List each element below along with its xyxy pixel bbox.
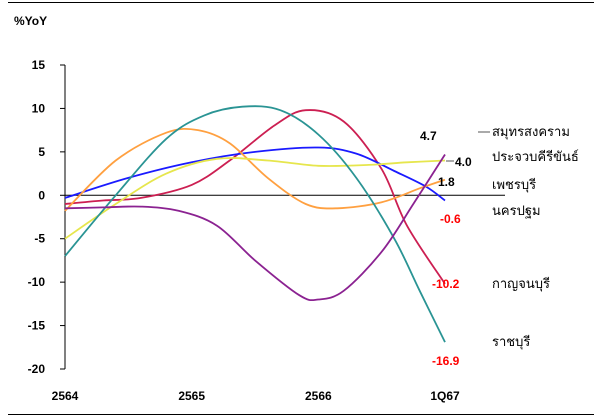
y-tick-label: -10: [28, 275, 46, 289]
end-labels: -10.2 -0.6 1.84.0 -16.9 4.7: [420, 129, 490, 368]
y-tick-label: -15: [28, 319, 46, 333]
legend-entry: เพชรบุรี: [492, 177, 536, 193]
x-tick-label: 2564: [52, 389, 79, 403]
y-axis-label: %YoY: [14, 14, 47, 28]
series-line: [64, 109, 446, 285]
y-tick-label: -5: [34, 232, 45, 246]
x-tick-label: 2566: [305, 389, 332, 403]
y-tick-label: 10: [32, 101, 46, 115]
end-value-label: 1.8: [438, 175, 455, 189]
legend-entry: นครปฐม: [492, 204, 541, 219]
y-tick-label: -20: [28, 362, 46, 376]
series-line: [64, 105, 446, 343]
series-lines: [64, 105, 446, 343]
y-tick-label: 15: [32, 58, 46, 72]
end-value-label: -0.6: [440, 212, 461, 226]
legend-entry: กาญจนบุรี: [492, 276, 550, 292]
x-tick-label: 2565: [178, 389, 205, 403]
series-line: [64, 127, 446, 212]
y-tick-label: 5: [38, 145, 45, 159]
series-line: [64, 157, 446, 240]
series-line: [64, 146, 446, 202]
axes: 15 10 5 0 -5 -10 -15 -20 2564 2565 2566 1Q67: [28, 58, 505, 403]
bottom-border-line: [8, 414, 594, 415]
end-value-label: 4.7: [420, 129, 437, 143]
series-line: [64, 154, 446, 302]
legend-entry: สมุทรสงคราม: [492, 125, 570, 140]
end-value-label: -10.2: [432, 277, 460, 291]
x-tick-label: 1Q67: [430, 389, 460, 403]
top-border-line: [8, 2, 594, 3]
end-value-label: -16.9: [432, 354, 460, 368]
legend-entry: ประจวบคีรีขันธ์: [492, 149, 579, 165]
y-tick-label: 0: [38, 188, 45, 202]
end-value-label: 4.0: [455, 155, 472, 169]
legend-entry: ราชบุรี: [492, 334, 530, 350]
legend: สมุทรสงครามประจวบคีรีขันธ์เพชรบุรีนครปฐม…: [492, 125, 579, 350]
